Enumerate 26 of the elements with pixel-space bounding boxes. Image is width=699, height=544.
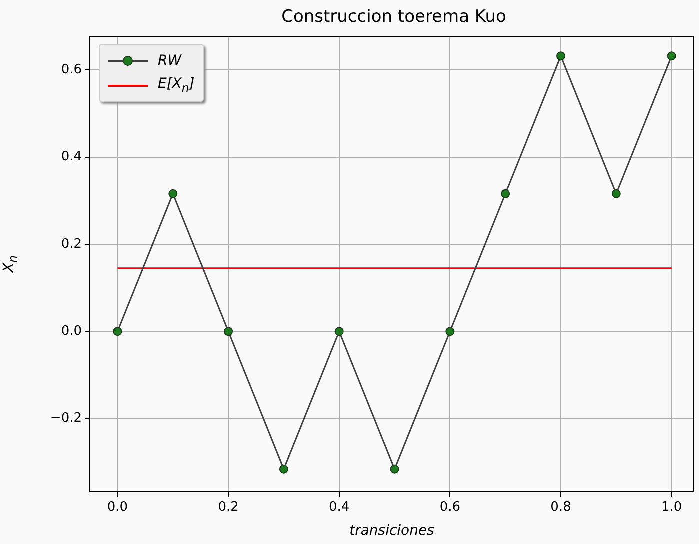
point (279, 464, 288, 474)
point (224, 327, 234, 336)
x-tick-label: 1.0 (661, 500, 682, 516)
y-tick-label: 0.0 (61, 324, 82, 339)
point (667, 52, 676, 61)
y-tick-label: 0.6 (61, 62, 82, 78)
point (334, 327, 344, 336)
point (556, 52, 566, 61)
point (113, 327, 122, 336)
legend-label: E[X$_{n}$] (158, 76, 195, 95)
point (501, 189, 510, 198)
x-tick-label: 0.8 (550, 500, 572, 516)
x-axis-title: transiciones (350, 523, 434, 540)
x-tick-label: 0.2 (218, 500, 239, 516)
x-tick-label: 0.6 (440, 500, 461, 516)
chart-title: Construccion toerema Kuo (280, 7, 508, 27)
point (390, 464, 400, 474)
point (446, 327, 455, 336)
x-tick-label: 0.0 (107, 500, 128, 516)
point (168, 189, 178, 198)
y-tick-label: 0.2 (61, 236, 82, 252)
y-tick-label: 0.4 (61, 150, 82, 165)
point (612, 189, 621, 198)
x-tick-label: 0.4 (329, 500, 350, 516)
y-tick-label: −0.2 (50, 411, 82, 426)
legend-label: RW (158, 52, 182, 68)
